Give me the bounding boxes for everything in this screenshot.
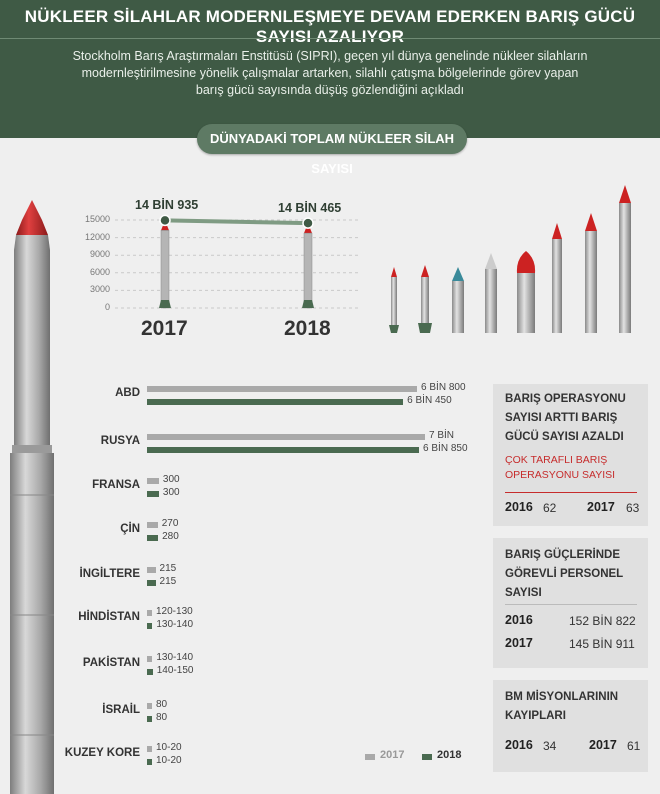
- bar-2017: [147, 746, 152, 752]
- page-title: NÜKLEER SİLAHLAR MODERNLEŞMEYE DEVAM EDE…: [24, 7, 636, 46]
- data-point-2017: [159, 214, 171, 227]
- year-missile-icon: [302, 223, 314, 309]
- bar-value-label: 270: [161, 518, 179, 529]
- bar-value-label: 300: [162, 474, 180, 485]
- divider: [505, 604, 637, 605]
- country-label: ABD: [115, 387, 140, 399]
- title-divider: [0, 38, 660, 39]
- personnel-box: BARIŞ GÜÇLERİNDE GÖREVLİ PERSONEL SAYISI…: [493, 538, 648, 668]
- bar-value-label: 6 BİN 800: [421, 382, 466, 393]
- bar-2017: [147, 478, 159, 484]
- bar-2017: [147, 522, 158, 528]
- bar-2018: [147, 669, 153, 675]
- value-2016: 34: [543, 739, 557, 753]
- y-tick-label: 3000: [89, 284, 110, 295]
- un-losses-box: BM MİSYONLARININ KAYIPLARI 2016 34 2017 …: [493, 680, 648, 772]
- legend-swatch-2017: [365, 754, 375, 760]
- bar-value-label: 215: [159, 563, 177, 574]
- bar-value-label: 6 BİN 850: [423, 443, 468, 454]
- x-label-2018: 2018: [284, 317, 331, 340]
- country-label: FRANSA: [92, 479, 140, 491]
- missile-lineup-illustration: [389, 185, 631, 333]
- bar-value-label: 10-20: [156, 755, 182, 766]
- bar-2017: [147, 434, 425, 440]
- year-2017: 2017: [589, 738, 617, 752]
- total-warheads-chart: [115, 214, 360, 309]
- data-label-2018: 14 BİN 465: [278, 201, 342, 216]
- bar-2018: [147, 759, 152, 765]
- legend-label-2018: 2018: [437, 749, 462, 761]
- bar-value-label: 280: [162, 531, 179, 542]
- value-2017: 63: [626, 501, 640, 515]
- bar-2017: [147, 703, 152, 709]
- x-label-2017: 2017: [141, 317, 188, 340]
- value-2016: 152 BİN 822: [569, 614, 636, 628]
- bar-2018: [147, 447, 420, 453]
- bar-value-label: 120-130: [156, 606, 193, 617]
- personnel-title: BARIŞ GÜÇLERİNDE GÖREVLİ PERSONEL SAYISI: [505, 549, 624, 599]
- y-tick-label: 15000: [84, 214, 110, 224]
- y-tick-label: 0: [104, 302, 110, 312]
- country-label: İSRAİL: [102, 704, 140, 716]
- bar-2018: [147, 580, 156, 586]
- peace-operations-box: BARIŞ OPERASYONU SAYISI ARTTI BARIŞ GÜCÜ…: [493, 384, 648, 526]
- series-line: [163, 218, 310, 226]
- bar-value-label: 80: [156, 712, 168, 723]
- country-label: KUZEY KORE: [64, 747, 140, 759]
- value-2016: 62: [543, 501, 557, 515]
- country-label: İNGİLTERE: [79, 568, 140, 580]
- year-2017: 2017: [587, 500, 615, 514]
- country-label: RUSYA: [100, 435, 140, 447]
- legend-swatch-2018: [422, 754, 432, 760]
- bar-value-label: 130-140: [156, 619, 194, 630]
- year-2017: 2017: [505, 636, 533, 650]
- bar-2017: [147, 386, 418, 392]
- bar-2017: [147, 656, 153, 662]
- bar-2018: [147, 623, 153, 629]
- data-label-2017: 14 BİN 935: [135, 198, 199, 213]
- peace-operations-subtitle: ÇOK TARAFLI BARIŞ OPERASYONU SAYISI: [505, 454, 616, 481]
- bar-2018: [147, 716, 152, 722]
- value-2017: 145 BİN 911: [569, 637, 635, 651]
- year-2016: 2016: [505, 500, 533, 514]
- bar-2018: [147, 399, 404, 405]
- red-divider: [505, 492, 637, 493]
- bar-value-label: 7 BİN: [429, 430, 455, 441]
- bar-value-label: 300: [162, 487, 180, 498]
- bar-2018: [147, 491, 159, 497]
- bar-2017: [147, 567, 156, 573]
- bar-value-label: 10-20: [156, 742, 182, 753]
- bar-value-label: 6 BİN 450: [407, 395, 452, 406]
- peace-operations-title: BARIŞ OPERASYONU SAYISI ARTTI BARIŞ GÜCÜ…: [505, 393, 626, 443]
- section-title-pill: DÜNYADAKİ TOPLAM NÜKLEER SİLAH SAYISI: [197, 124, 467, 176]
- header-banner: NÜKLEER SİLAHLAR MODERNLEŞMEYE DEVAM EDE…: [0, 0, 660, 138]
- y-tick-label: 6000: [89, 266, 110, 277]
- bar-value-label: 80: [156, 699, 168, 710]
- country-label: PAKİSTAN: [82, 657, 140, 669]
- legend-label-2017: 2017: [380, 749, 405, 761]
- data-point-2018: [302, 217, 314, 229]
- year-missile-icon: [159, 220, 171, 309]
- bar-2017: [147, 610, 152, 616]
- year-2016: 2016: [505, 738, 533, 752]
- un-losses-title: BM MİSYONLARININ KAYIPLARI: [505, 691, 619, 722]
- y-tick-label: 12000: [84, 231, 110, 242]
- value-2017: 61: [627, 739, 641, 753]
- large-missile-illustration: [10, 200, 54, 794]
- country-label: ÇİN: [120, 523, 140, 535]
- y-tick-label: 9000: [89, 249, 110, 260]
- country-label: HİNDİSTAN: [78, 611, 140, 623]
- page-subtitle: Stockholm Barış Araştırmaları Enstitüsü …: [72, 49, 588, 97]
- year-2016: 2016: [505, 613, 533, 627]
- bar-value-label: 215: [159, 576, 177, 587]
- bar-value-label: 140-150: [156, 665, 194, 676]
- bar-2018: [147, 535, 159, 541]
- bar-value-label: 130-140: [156, 652, 194, 663]
